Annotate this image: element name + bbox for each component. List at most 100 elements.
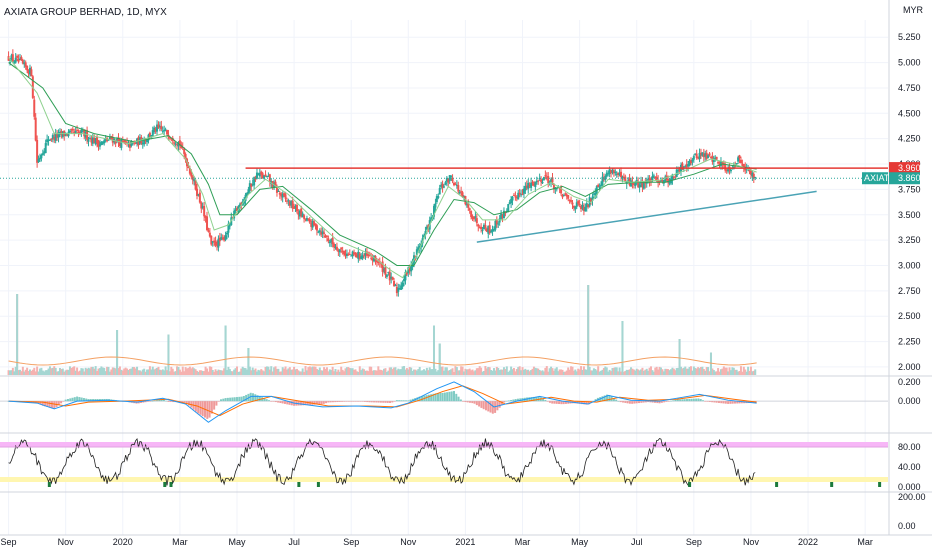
volume-bar xyxy=(485,368,488,375)
volume-bar xyxy=(545,366,548,375)
candle-body xyxy=(106,137,109,142)
macd-histogram-bar xyxy=(329,401,332,403)
candle-body xyxy=(715,156,718,160)
volume-bar xyxy=(127,370,130,375)
candle-body xyxy=(221,237,224,239)
price-tick-label: 5.000 xyxy=(898,58,921,68)
volume-bar xyxy=(67,369,70,375)
candle-body xyxy=(76,129,79,131)
volume-bar xyxy=(210,366,213,375)
macd-histogram-bar xyxy=(327,401,330,403)
volume-bar xyxy=(168,371,171,375)
candle-body xyxy=(585,203,588,208)
candle-body xyxy=(517,192,520,200)
macd-histogram-bar xyxy=(567,401,570,404)
macd-histogram-bar xyxy=(551,401,554,404)
candle-body xyxy=(283,193,286,196)
macd-histogram-bar xyxy=(733,401,736,404)
macd-histogram-bar xyxy=(411,398,414,402)
macd-histogram-bar xyxy=(510,400,513,402)
volume-bar xyxy=(428,367,431,375)
candle-body xyxy=(126,142,129,144)
volume-bar xyxy=(413,369,416,375)
volume-bar xyxy=(87,367,90,375)
candle-body xyxy=(240,202,243,206)
candle-body xyxy=(741,163,744,166)
volume-bar xyxy=(701,366,704,375)
volume-bar xyxy=(343,371,346,375)
candle-body xyxy=(174,143,177,145)
volume-bar xyxy=(303,371,306,375)
macd-histogram-bar xyxy=(279,401,282,403)
volume-bar xyxy=(431,369,434,375)
volume-bar xyxy=(665,368,668,375)
macd-histogram-bar xyxy=(487,401,490,412)
candle-body xyxy=(264,174,267,177)
volume-bar xyxy=(520,370,523,375)
candle-body xyxy=(652,175,655,177)
candle-body xyxy=(511,196,514,201)
volume-bar xyxy=(721,368,724,375)
candle-body xyxy=(234,209,237,211)
macd-histogram-bar xyxy=(708,401,711,402)
candle-body xyxy=(448,175,451,181)
volume-bar xyxy=(712,370,715,375)
macd-histogram-bar xyxy=(421,396,424,402)
candle-body xyxy=(658,181,661,183)
candle-body xyxy=(333,243,336,248)
macd-histogram-bar xyxy=(717,401,720,403)
volume-bar xyxy=(11,367,14,375)
volume-bar xyxy=(198,370,201,375)
candle-body xyxy=(425,226,428,230)
candle-body xyxy=(611,170,614,173)
volume-bar xyxy=(374,370,377,375)
volume-bar xyxy=(474,370,477,375)
volume-bar xyxy=(458,370,461,375)
volume-bar xyxy=(218,370,221,375)
candle-body xyxy=(515,197,518,199)
volume-bar xyxy=(472,371,475,375)
candle-body xyxy=(344,253,347,256)
volume-bar xyxy=(601,369,604,375)
volume-bar xyxy=(500,369,503,375)
volume-bar xyxy=(150,369,153,375)
candle-body xyxy=(407,267,410,273)
oversold-band xyxy=(0,477,888,482)
volume-bar xyxy=(644,369,647,375)
candle-body xyxy=(532,183,535,186)
volume-bar xyxy=(544,367,547,375)
candle-body xyxy=(550,179,553,183)
macd-histogram-bar xyxy=(676,399,679,402)
volume-bar xyxy=(518,366,521,375)
macd-histogram-bar xyxy=(405,400,408,402)
volume-bar xyxy=(211,370,214,375)
volume-bar xyxy=(597,366,600,375)
volume-bar xyxy=(424,370,427,375)
volume-bar xyxy=(80,368,83,375)
candle-body xyxy=(7,56,10,61)
macd-histogram-bar xyxy=(452,391,455,402)
volume-bar xyxy=(225,370,228,375)
macd-histogram-bar xyxy=(553,401,556,404)
candle-body xyxy=(592,193,595,195)
volume-bar xyxy=(741,371,744,375)
macd-histogram-bar xyxy=(402,400,405,402)
volume-bar xyxy=(685,368,688,375)
volume-bar xyxy=(580,366,583,375)
volume-bar xyxy=(270,366,273,375)
candle-body xyxy=(497,223,500,225)
volume-bar xyxy=(318,367,321,375)
candle-body xyxy=(735,163,738,165)
volume-bar xyxy=(113,367,116,375)
macd-histogram-bar xyxy=(217,401,220,402)
volume-bar xyxy=(321,370,324,375)
candle-body xyxy=(204,216,207,218)
volume-bar xyxy=(353,369,356,375)
candle-body xyxy=(166,130,169,135)
candle-body xyxy=(358,253,361,259)
volume-bar xyxy=(465,369,468,375)
macd-histogram-bar xyxy=(542,398,545,402)
macd-histogram-bar xyxy=(188,401,191,406)
volume-bar xyxy=(217,369,220,375)
candle-body xyxy=(627,179,630,181)
